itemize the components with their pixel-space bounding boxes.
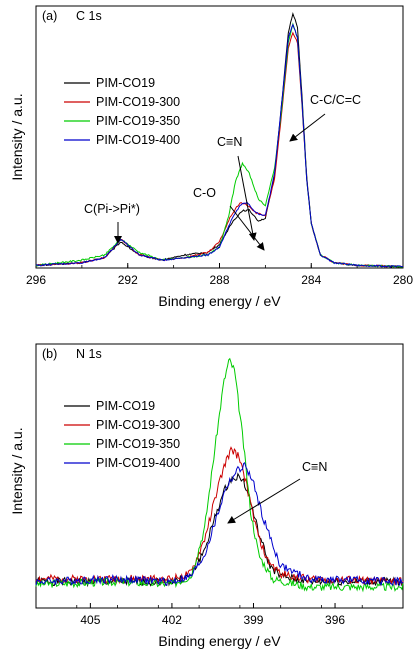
chart0-legend-label: PIM-CO19-350 <box>96 114 180 128</box>
chart1-plot-frame <box>35 343 404 609</box>
chart1-annotation-label: C≡N <box>302 460 327 474</box>
chart0-x-tick-label: 296 <box>26 273 46 287</box>
chart0-legend-label: PIM-CO19 <box>96 76 155 90</box>
chart1-legend-label: PIM-CO19-350 <box>96 437 180 451</box>
chart1-x-axis-label: Binding energy / eV <box>158 633 281 649</box>
chart1-x-tick-label: 405 <box>80 613 100 627</box>
chart1-panel-label: (b) <box>42 347 57 361</box>
chart0-x-tick-label: 280 <box>393 273 413 287</box>
chart1-title: N 1s <box>76 347 102 361</box>
chart0-x-tick-label: 288 <box>209 273 229 287</box>
chart1-annotation-arrow <box>227 478 301 524</box>
chart0-annotation-label: C-C/C=C <box>310 93 361 107</box>
chart1-legend-label: PIM-CO19-400 <box>96 456 180 470</box>
chart1-series-pim-co19-350 <box>35 357 404 593</box>
chart0-series-pim-co19-300 <box>35 31 404 268</box>
chart0-series-pim-co19-400 <box>35 23 404 268</box>
chart1-series-pim-co19 <box>35 472 404 588</box>
chart1-series-pim-co19-400 <box>35 462 404 586</box>
chart0-y-axis-label: Intensity / a.u. <box>9 93 25 180</box>
chart0-annotation-arrow <box>289 113 326 142</box>
chart1-y-axis-label: Intensity / a.u. <box>9 427 25 514</box>
chart1-legend-label: PIM-CO19-300 <box>96 418 180 432</box>
chart1-series-pim-co19-300 <box>35 446 404 586</box>
chart0-title: C 1s <box>76 9 102 23</box>
chart0-legend-label: PIM-CO19-400 <box>96 133 180 147</box>
chart0-legend-label: PIM-CO19-300 <box>96 95 180 109</box>
chart0-annotation-label: C≡N <box>217 135 242 149</box>
chart0-x-tick-label: 292 <box>118 273 138 287</box>
chart0-panel-label: (a) <box>42 9 57 23</box>
chart0-annotation-arrow <box>237 155 257 241</box>
chart0-annotation-arrow <box>229 205 265 251</box>
chart1-x-tick-label: 402 <box>162 613 182 627</box>
chart0-annotation-label: C-O <box>193 186 216 200</box>
chart1-x-tick-label: 396 <box>325 613 345 627</box>
chart0-x-tick-label: 284 <box>301 273 321 287</box>
chart1-x-tick-label: 399 <box>243 613 263 627</box>
chart0-x-axis-label: Binding energy / eV <box>158 293 281 309</box>
chart1-legend-label: PIM-CO19 <box>96 399 155 413</box>
chart0-annotation-label: C(Pi->Pi*) <box>84 202 140 216</box>
